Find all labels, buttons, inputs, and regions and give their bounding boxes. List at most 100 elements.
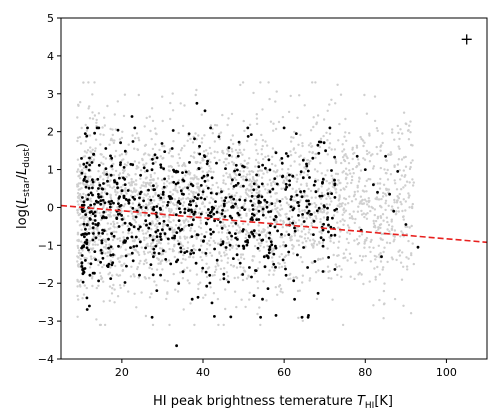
background-point (343, 219, 346, 222)
background-point (320, 185, 323, 188)
background-point (335, 191, 338, 194)
background-point (256, 312, 259, 316)
background-point (382, 219, 385, 222)
background-point (112, 185, 116, 188)
background-point (188, 197, 191, 201)
background-point (97, 263, 100, 267)
background-point (361, 189, 365, 192)
background-point (77, 182, 81, 185)
background-point (208, 164, 211, 168)
background-point (322, 134, 325, 138)
background-point (381, 132, 384, 135)
background-point (79, 285, 82, 288)
highlight-point (103, 201, 107, 205)
highlight-point (189, 208, 193, 212)
highlight-point (155, 289, 159, 292)
highlight-point (319, 140, 323, 144)
background-point (157, 258, 160, 261)
highlight-point (200, 176, 204, 180)
background-point (88, 160, 91, 163)
background-point (344, 203, 347, 206)
highlight-point (302, 246, 305, 249)
background-point (242, 148, 246, 151)
background-point (406, 268, 409, 271)
highlight-point (202, 154, 206, 158)
background-point (184, 174, 187, 177)
background-point (196, 186, 199, 189)
highlight-point (155, 205, 159, 208)
background-point (404, 200, 407, 203)
background-point (96, 227, 99, 230)
highlight-point (119, 141, 122, 145)
background-point (350, 181, 353, 185)
background-point (267, 273, 271, 276)
background-point (106, 176, 110, 179)
highlight-point (285, 185, 288, 189)
highlight-point (215, 258, 219, 262)
background-point (132, 273, 135, 276)
background-point (197, 283, 200, 286)
background-point (240, 216, 243, 220)
background-point (381, 141, 384, 145)
background-point (110, 137, 113, 140)
highlight-point (176, 258, 180, 262)
background-point (336, 254, 339, 257)
highlight-point (295, 193, 299, 197)
background-point (239, 162, 243, 166)
background-point (250, 185, 253, 188)
background-point (99, 133, 102, 136)
background-point (409, 312, 413, 315)
background-point (242, 178, 245, 181)
highlight-point (260, 239, 264, 242)
background-point (126, 161, 130, 164)
background-point (314, 81, 317, 84)
background-point (264, 203, 267, 207)
background-point (290, 215, 294, 219)
highlight-point (82, 222, 86, 226)
background-point (332, 241, 335, 244)
background-point (139, 169, 143, 172)
background-point (384, 208, 387, 212)
background-point (139, 177, 142, 180)
background-point (102, 178, 105, 181)
background-point (409, 161, 413, 164)
background-point (177, 179, 180, 182)
background-point (246, 173, 249, 176)
background-point (181, 124, 185, 128)
background-point (85, 257, 88, 260)
highlight-point (280, 161, 284, 165)
background-point (264, 140, 267, 143)
background-point (144, 277, 147, 280)
background-point (90, 277, 94, 280)
background-point (220, 259, 223, 262)
background-point (239, 253, 243, 256)
background-point (251, 259, 254, 262)
highlight-point (291, 208, 295, 212)
highlight-point (384, 154, 387, 158)
highlight-point (91, 238, 95, 242)
background-point (368, 246, 371, 249)
highlight-point (268, 190, 272, 194)
background-point (87, 184, 91, 188)
background-point (146, 208, 149, 211)
background-point (271, 266, 274, 269)
background-point (230, 155, 234, 158)
highlight-point (117, 244, 120, 248)
highlight-point (255, 173, 258, 177)
background-point (363, 198, 367, 201)
background-point (390, 220, 393, 223)
background-point (319, 220, 322, 224)
background-point (165, 180, 169, 183)
highlight-point (232, 197, 236, 201)
background-point (99, 175, 102, 178)
background-point (241, 253, 245, 256)
highlight-point (284, 244, 288, 248)
background-point (136, 265, 139, 269)
background-point (245, 214, 248, 217)
background-point (165, 206, 168, 209)
background-point (156, 177, 160, 180)
highlight-point (324, 149, 327, 153)
background-point (390, 218, 393, 221)
highlight-point (307, 209, 311, 213)
background-point (129, 275, 133, 278)
